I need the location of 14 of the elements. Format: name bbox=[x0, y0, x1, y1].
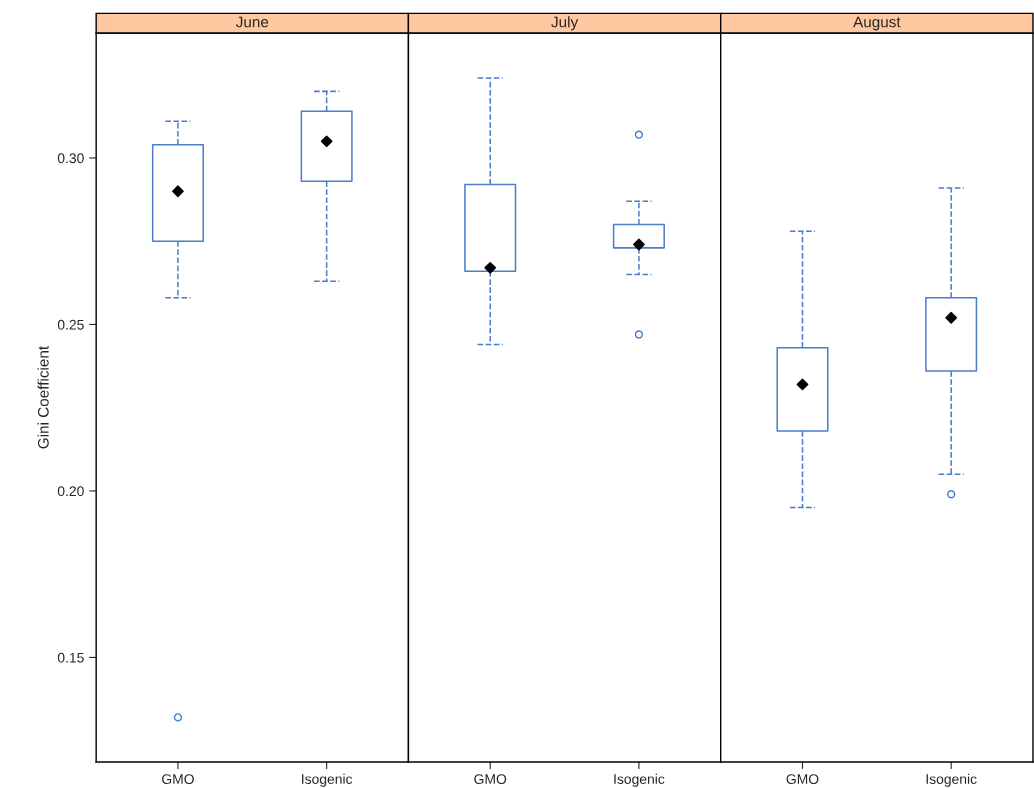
x-tick-label: GMO bbox=[162, 774, 194, 784]
y-axis-title: Gini Coefficient bbox=[37, 345, 49, 449]
chart-title: June bbox=[235, 16, 269, 28]
x-tick-label: Isogenic bbox=[926, 773, 977, 787]
chart-title: July bbox=[551, 16, 579, 31]
y-tick-label: 0.15 bbox=[57, 652, 84, 663]
x-tick-label: Isogenic bbox=[302, 773, 353, 787]
x-tick-label: GMO bbox=[474, 774, 507, 784]
y-tick-label: 0.30 bbox=[57, 153, 84, 164]
y-tick-label: 0.20 bbox=[57, 486, 84, 497]
x-tick-label: Isogenic bbox=[614, 773, 665, 787]
x-tick-label: GMO bbox=[786, 774, 819, 784]
chart-title: August bbox=[853, 16, 901, 31]
y-tick-label: 0.25 bbox=[57, 319, 84, 330]
